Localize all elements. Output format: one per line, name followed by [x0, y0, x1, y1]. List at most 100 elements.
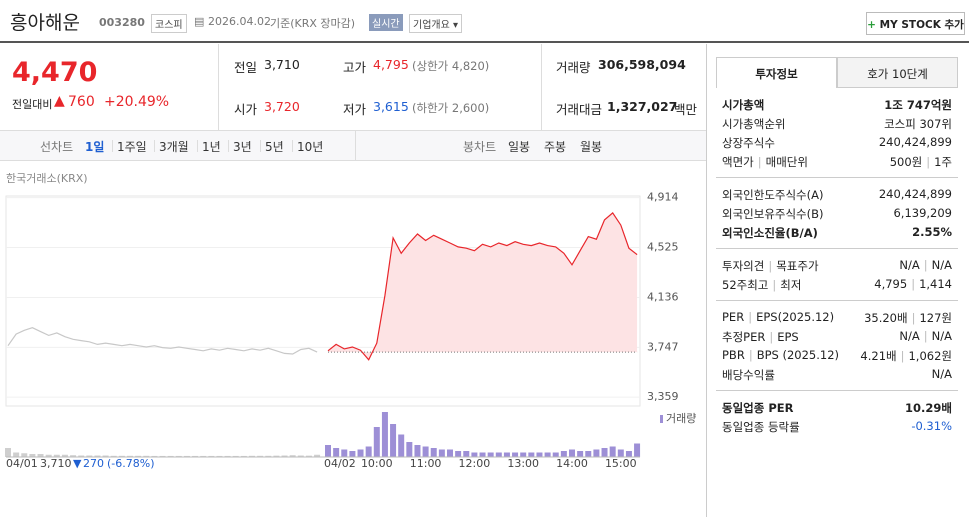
volume-bar: [333, 448, 340, 457]
info-value-text: N/A: [899, 329, 920, 343]
info-label-text: 시가총액순위: [722, 117, 786, 131]
volume-bar: [175, 455, 182, 457]
volume-bar: [536, 452, 543, 457]
volume-bar: [503, 452, 510, 457]
info-value: 240,424,899: [879, 187, 952, 205]
volume-bar: [512, 452, 519, 457]
candle-tab[interactable]: 주봉: [544, 140, 567, 154]
period-tab[interactable]: 10년: [297, 140, 324, 154]
separator: |: [772, 278, 777, 292]
separator: |: [900, 349, 905, 363]
volume-bar: [341, 449, 348, 457]
info-row: 외국인한도주식수(A) 240,424,899: [722, 187, 952, 205]
stat-label: 고가: [343, 60, 367, 75]
volume-bar: [13, 452, 20, 457]
volume-bar: [390, 424, 397, 457]
info-value-text: N/A: [931, 367, 952, 381]
candle-tab[interactable]: 월봉: [580, 140, 603, 154]
tab-sep: [112, 140, 113, 152]
volume-bar: [297, 455, 304, 457]
info-value-text: 240,424,899: [878, 135, 952, 149]
volume-bar: [569, 449, 575, 457]
volume-bar: [381, 412, 388, 457]
separator: |: [757, 155, 762, 169]
volume-legend: 거래량: [666, 412, 696, 425]
info-value: N/A | N/A: [899, 258, 952, 276]
separator: |: [926, 155, 931, 169]
volume-bar: [585, 451, 592, 457]
tab[interactable]: 호가 10단계: [837, 57, 958, 88]
info-label: 액면가 | 매매단위: [722, 154, 808, 172]
separator: |: [911, 311, 916, 325]
session-change-pct: (-6.78%): [107, 457, 155, 470]
overview-button[interactable]: 기업개요 ▾: [409, 14, 463, 33]
info-row: 외국인소진율(B/A) 2.55%: [722, 225, 952, 243]
period-tab[interactable]: 3개월: [159, 140, 189, 154]
plot-frame: [5, 195, 641, 407]
info-row: 시가총액 1조 747억원: [722, 97, 952, 115]
volume-bar: [53, 454, 60, 457]
info-row: 배당수익률 N/A: [722, 367, 952, 385]
volume-bar: [102, 455, 109, 457]
volume-bar: [593, 449, 600, 457]
info-label-text: 상장주식수: [722, 136, 775, 150]
volume-bar: [5, 448, 11, 457]
volume-bar: [70, 455, 77, 457]
info-value: N/A: [932, 367, 952, 385]
date-basis: 기준(KRX 장마감): [270, 17, 356, 30]
stat-unit: 백만: [674, 102, 698, 117]
info-label: 배당수익률: [722, 367, 775, 385]
info-value: 1조 747억원: [884, 97, 952, 115]
period-tab[interactable]: 1년: [202, 140, 221, 154]
session-change-arrow: ▼: [73, 457, 82, 470]
candle-tab[interactable]: 일봉: [508, 140, 531, 154]
period-tab[interactable]: 1주일: [117, 140, 147, 154]
tab-active[interactable]: 투자정보: [716, 57, 837, 88]
volume-bar: [325, 445, 331, 457]
period-tab[interactable]: 1일: [85, 140, 105, 154]
my-stock-button[interactable]: + MY STOCK 추가: [866, 12, 965, 35]
group-divider: [716, 390, 958, 391]
group-divider: [716, 300, 958, 301]
info-label: 투자의견 | 목표주가: [722, 258, 819, 276]
separator: |: [748, 310, 753, 324]
info-label-text: 배당수익률: [722, 368, 775, 382]
volume-bar: [118, 455, 125, 457]
info-value-text: N/A: [931, 258, 952, 272]
volume-bar: [601, 448, 608, 457]
info-row: 투자의견 | 목표주가 N/A | N/A: [722, 258, 952, 276]
info-row: 추정PER | EPS N/A | N/A: [722, 329, 952, 347]
current-price: 4,470: [12, 57, 98, 88]
volume-bar: [349, 451, 356, 457]
x-tick-label: 12:00: [459, 457, 491, 470]
period-tab[interactable]: 5년: [265, 140, 284, 154]
stat-note: (하한가 2,600): [412, 101, 490, 115]
volume-bar: [127, 455, 133, 457]
realtime-button[interactable]: 실시간: [369, 14, 403, 31]
volume-bar: [78, 455, 85, 457]
info-value-text: 35.20배: [864, 311, 908, 325]
volume-bar: [61, 454, 68, 457]
x-tick-label: 14:00: [556, 457, 588, 470]
volume-bar: [373, 427, 380, 457]
period-tab[interactable]: 3년: [233, 140, 252, 154]
source-label: 한국거래소(KRX): [6, 172, 88, 185]
stat-value: 306,598,094: [598, 57, 686, 72]
volume-bar: [37, 454, 44, 457]
info-label-text: 액면가: [722, 155, 754, 169]
volume-bar: [208, 455, 215, 457]
info-value: N/A | N/A: [899, 329, 952, 347]
info-value-text: N/A: [931, 329, 952, 343]
info-value-text: -0.31%: [911, 419, 952, 433]
info-value-text: 10.29배: [905, 401, 952, 415]
group-divider: [716, 177, 958, 178]
info-label-text: 외국인보유주식수(B): [722, 207, 824, 221]
info-label-text: EPS: [777, 330, 799, 344]
info-label-text: 동일업종 PER: [722, 401, 794, 415]
volume-bar: [617, 449, 624, 457]
info-value: 4,795 | 1,414: [874, 277, 952, 295]
volume-bar: [487, 452, 494, 457]
market-badge: 코스피: [151, 14, 187, 33]
overview-text: 기업개요: [413, 20, 450, 31]
